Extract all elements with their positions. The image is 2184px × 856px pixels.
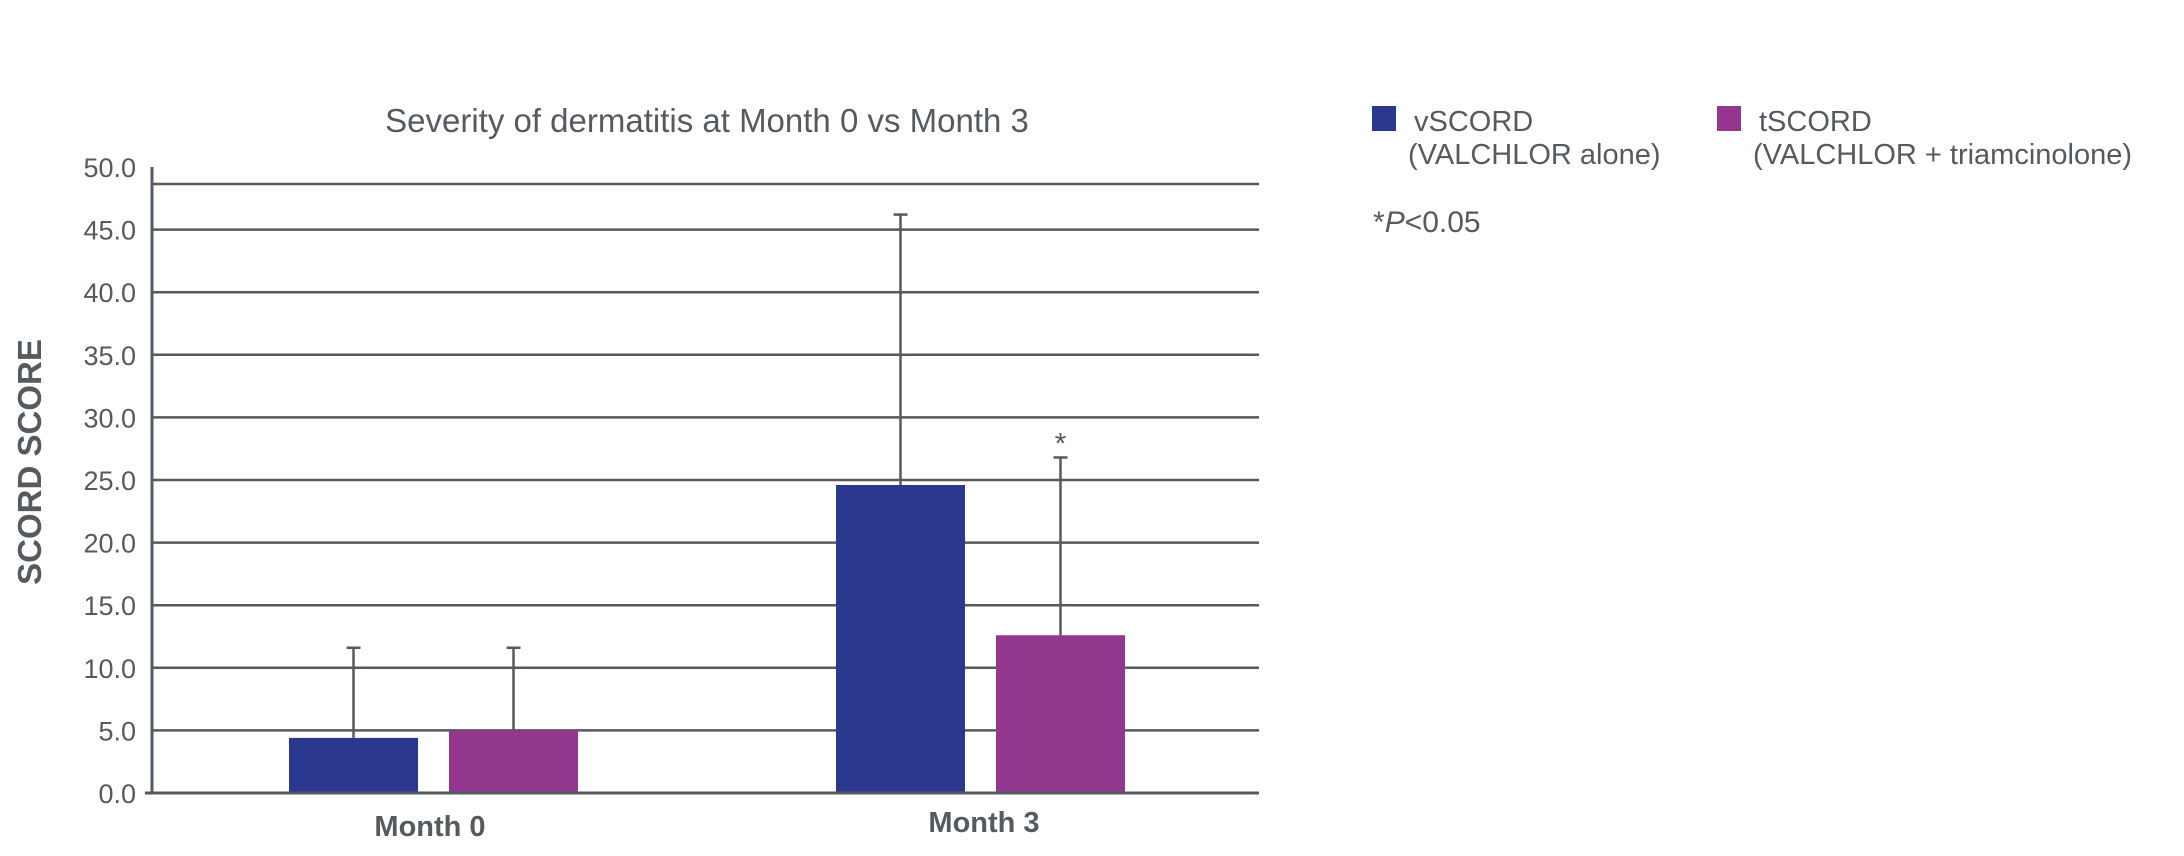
legend-sublabel: (VALCHLOR + triamcinolone) <box>1753 139 2132 171</box>
footnote-threshold: <0.05 <box>1405 206 1481 239</box>
y-tick-label: 10.0 <box>83 654 136 684</box>
bar-vscord-month-3 <box>836 485 965 793</box>
y-tick-label: 25.0 <box>83 466 136 496</box>
y-tick-label: 50.0 <box>83 153 136 183</box>
error-bars <box>346 213 1068 738</box>
y-tick-label: 15.0 <box>83 591 136 621</box>
bar-tscord-month-3 <box>996 635 1125 793</box>
bars <box>289 485 1125 793</box>
y-tick-labels: 0.0 5.0 10.0 15.0 20.0 25.0 30.0 35.0 40.0 45.0 50… <box>83 153 136 809</box>
y-tick-label: 35.0 <box>83 341 136 371</box>
x-category-label: Month 3 <box>928 807 1039 839</box>
footnote-p: P <box>1385 206 1405 239</box>
footnote-symbol: * <box>1373 206 1385 239</box>
legend-sublabel: (VALCHLOR alone) <box>1408 139 1661 171</box>
bar-tscord-month-0 <box>449 730 578 793</box>
y-tick-label: 30.0 <box>83 403 136 433</box>
x-category-labels: Month 0 Month 3 <box>374 807 1039 843</box>
legend-label: tSCORD <box>1759 106 1872 138</box>
y-tick-label: 40.0 <box>83 278 136 308</box>
significance-footnote: *P<0.05 <box>1373 206 1481 239</box>
annotations: * <box>1055 427 1067 460</box>
significance-marker: * <box>1055 427 1067 460</box>
gridlines <box>152 182 1259 732</box>
bar-vscord-month-0 <box>289 737 418 793</box>
y-tick-label: 20.0 <box>83 529 136 559</box>
legend-label: vSCORD <box>1414 106 1533 138</box>
legend-swatch-vscord <box>1372 106 1396 131</box>
x-category-label: Month 0 <box>374 811 485 843</box>
y-tick-label: 5.0 <box>98 716 136 746</box>
y-axis-label: SCORD SCORE <box>11 339 48 585</box>
y-tick-label: 45.0 <box>83 216 136 246</box>
legend: vSCORD(VALCHLOR alone) tSCORD(VALCHLOR + … <box>1372 106 2132 171</box>
y-tick-label: 0.0 <box>98 779 136 809</box>
legend-swatch-tscord <box>1717 106 1741 131</box>
chart-title: Severity of dermatitis at Month 0 vs Mon… <box>385 102 1029 139</box>
